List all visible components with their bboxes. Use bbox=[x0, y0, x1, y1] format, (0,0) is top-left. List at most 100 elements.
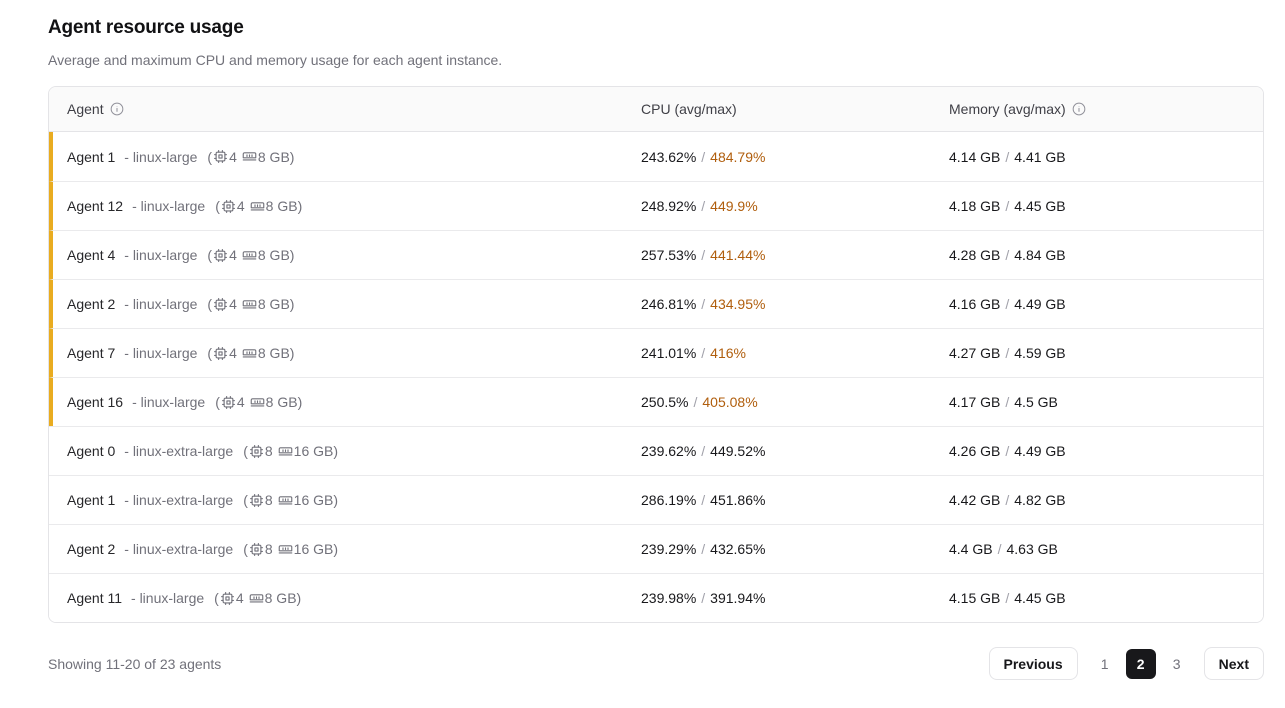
agent-ram: 8 GB bbox=[257, 148, 290, 165]
paren-close: ) bbox=[333, 541, 339, 557]
cpu-usage-cell: 286.19%/451.86% bbox=[641, 492, 949, 508]
agent-ram: 16 GB bbox=[293, 443, 334, 459]
memory-column-label: Memory (avg/max) bbox=[949, 101, 1066, 117]
agent-cpu-count: 4 bbox=[236, 198, 245, 214]
table-row: Agent 4 - linux-large ( 4 bbox=[49, 230, 1263, 279]
memory-usage-cell: 4.26 GB/4.49 GB bbox=[949, 443, 1263, 459]
paren-close: ) bbox=[333, 443, 339, 459]
slash-separator: / bbox=[701, 590, 706, 606]
cpu-max-value: 484.79% bbox=[710, 148, 766, 165]
agent-ram: 8 GB bbox=[265, 394, 298, 410]
info-icon[interactable] bbox=[1072, 102, 1086, 116]
paren-close: ) bbox=[297, 394, 303, 410]
memory-max-value: 4.59 GB bbox=[1014, 345, 1066, 361]
agent-instance-type: - linux-large bbox=[132, 198, 206, 214]
memory-usage-cell: 4.15 GB/4.45 GB bbox=[949, 590, 1263, 606]
agent-name: Agent 4 bbox=[67, 247, 116, 263]
paren-close: ) bbox=[289, 296, 295, 312]
paren-open: ( bbox=[207, 345, 213, 361]
agent-specs: ( 8 16 GB ) bbox=[243, 492, 338, 508]
cpu-max-value: 451.86% bbox=[710, 492, 766, 508]
slash-separator: / bbox=[701, 345, 706, 361]
cpu-avg-value: 286.19% bbox=[641, 492, 697, 508]
cpu-chip-icon bbox=[214, 297, 228, 311]
cpu-usage-cell: 239.29%/432.65% bbox=[641, 541, 949, 557]
cpu-chip-icon bbox=[221, 395, 235, 409]
page-2-button[interactable]: 2 bbox=[1125, 648, 1156, 679]
cpu-max-value: 391.94% bbox=[710, 590, 766, 606]
page-3-button[interactable]: 3 bbox=[1162, 649, 1192, 679]
table-row: Agent 2 - linux-extra-large ( 8 bbox=[49, 524, 1263, 573]
memory-max-value: 4.5 GB bbox=[1014, 394, 1058, 410]
table-row: Agent 2 - linux-large ( 4 bbox=[49, 279, 1263, 328]
memory-max-value: 4.82 GB bbox=[1014, 492, 1066, 508]
cpu-avg-value: 243.62% bbox=[641, 148, 697, 165]
cpu-usage-cell: 250.5%/405.08% bbox=[641, 394, 949, 410]
agent-name: Agent 12 bbox=[67, 198, 124, 214]
agent-cpu-count: 4 bbox=[229, 148, 237, 165]
agent-instance-type: - linux-large bbox=[131, 590, 205, 606]
slash-separator: / bbox=[701, 296, 706, 312]
agent-cell: Agent 11 - linux-large ( 4 bbox=[49, 590, 641, 606]
cpu-avg-value: 241.01% bbox=[641, 345, 697, 361]
page-subtitle: Average and maximum CPU and memory usage… bbox=[48, 52, 503, 68]
agent-name: Agent 2 bbox=[67, 296, 116, 312]
column-header-memory: Memory (avg/max) bbox=[949, 101, 1263, 117]
agent-cpu-count: 4 bbox=[229, 345, 237, 361]
ram-icon bbox=[242, 250, 257, 259]
next-page-button[interactable]: Next bbox=[1203, 647, 1264, 680]
column-header-cpu: CPU (avg/max) bbox=[641, 101, 949, 117]
ram-icon bbox=[242, 299, 257, 308]
cpu-max-value: 432.65% bbox=[710, 541, 766, 557]
table-body: Agent 1 - linux-large ( 4 bbox=[49, 132, 1263, 622]
agent-name: Agent 0 bbox=[67, 443, 116, 459]
agent-instance-type: - linux-large bbox=[124, 345, 198, 361]
slash-separator: / bbox=[701, 198, 706, 214]
memory-usage-cell: 4.17 GB/4.5 GB bbox=[949, 394, 1263, 410]
cpu-avg-value: 257.53% bbox=[641, 247, 697, 263]
cpu-max-value: 434.95% bbox=[710, 296, 766, 312]
ram-icon bbox=[242, 348, 257, 357]
column-header-agent: Agent bbox=[49, 101, 641, 117]
memory-usage-cell: 4.4 GB/4.63 GB bbox=[949, 541, 1263, 557]
agent-ram: 8 GB bbox=[257, 247, 290, 263]
agent-cpu-count: 4 bbox=[229, 247, 237, 263]
agent-cell: Agent 7 - linux-large ( 4 bbox=[53, 345, 641, 361]
memory-usage-cell: 4.27 GB/4.59 GB bbox=[949, 345, 1263, 361]
agent-cell: Agent 0 - linux-extra-large ( 8 bbox=[49, 443, 641, 459]
agent-specs: ( 4 8 GB ) bbox=[207, 296, 294, 312]
paren-close: ) bbox=[289, 345, 295, 361]
previous-page-button[interactable]: Previous bbox=[988, 647, 1078, 680]
memory-avg-value: 4.16 GB bbox=[949, 296, 1001, 312]
agent-ram: 8 GB bbox=[264, 590, 297, 606]
agent-cpu-count: 4 bbox=[236, 394, 245, 410]
memory-max-value: 4.49 GB bbox=[1014, 443, 1066, 459]
paren-open: ( bbox=[243, 443, 248, 459]
agent-instance-type: - linux-large bbox=[132, 394, 206, 410]
paren-close: ) bbox=[297, 198, 303, 214]
page-1-button[interactable]: 1 bbox=[1090, 649, 1120, 679]
agent-ram: 16 GB bbox=[293, 541, 334, 557]
agent-instance-type: - linux-large bbox=[124, 148, 198, 165]
table-row: Agent 1 - linux-extra-large ( 8 bbox=[49, 475, 1263, 524]
ram-icon bbox=[250, 201, 264, 210]
cpu-max-value: 449.52% bbox=[710, 443, 766, 459]
agent-specs: ( 4 8 GB ) bbox=[207, 149, 294, 165]
cpu-chip-icon bbox=[249, 542, 263, 556]
agent-name: Agent 11 bbox=[67, 590, 123, 606]
agent-cpu-count: 8 bbox=[264, 492, 273, 508]
table-row: Agent 1 - linux-large ( 4 bbox=[49, 132, 1263, 181]
table-header-row: Agent CPU (avg/max) Memory (avg/max) bbox=[49, 87, 1263, 132]
paren-close: ) bbox=[333, 492, 339, 508]
info-icon[interactable] bbox=[110, 102, 124, 116]
agent-cpu-count: 8 bbox=[264, 541, 273, 557]
agent-resource-usage-page: Agent resource usage Average and maximum… bbox=[48, 0, 1264, 680]
cpu-chip-icon bbox=[249, 493, 263, 507]
paren-open: ( bbox=[215, 198, 220, 214]
slash-separator: / bbox=[1005, 345, 1010, 361]
paren-open: ( bbox=[243, 492, 248, 508]
cpu-avg-value: 239.62% bbox=[641, 443, 697, 459]
paren-open: ( bbox=[207, 148, 213, 165]
page-title: Agent resource usage bbox=[48, 17, 244, 38]
